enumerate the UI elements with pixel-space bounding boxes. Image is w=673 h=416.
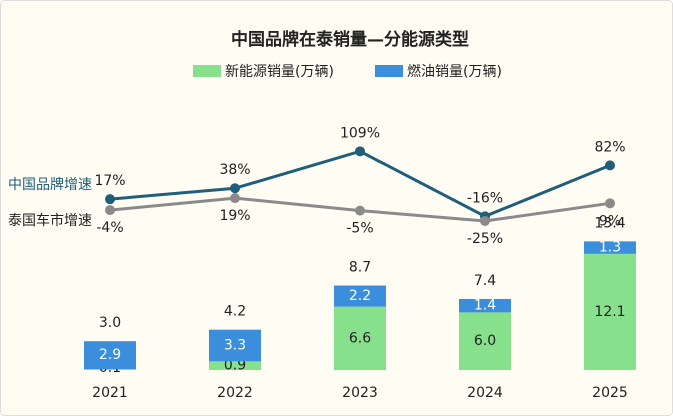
bar-value-label: 6.0: [474, 333, 496, 349]
line-value-label: 17%: [94, 173, 125, 189]
bar-segment: [584, 253, 636, 370]
legend-label: 新能源销量(万辆): [225, 64, 334, 80]
total-label: 4.2: [224, 304, 246, 320]
line-value-label: -16%: [467, 190, 503, 206]
total-label: 13.4: [594, 215, 625, 231]
line-point: [605, 160, 615, 171]
line-point: [105, 194, 115, 205]
x-tick-label: 2023: [342, 385, 378, 401]
bar-value-label: 12.1: [594, 304, 625, 320]
legend-label: 燃油销量(万辆): [407, 63, 502, 80]
line-name-label: 中国品牌增速: [8, 176, 92, 193]
line-point: [230, 183, 240, 194]
bar-value-label: 2.9: [99, 347, 121, 363]
line-value-label: 19%: [219, 208, 250, 224]
line-value-label: -25%: [467, 231, 503, 247]
bar-value-label: 0.9: [224, 358, 246, 374]
x-tick-label: 2021: [92, 385, 128, 401]
bar-value-label: 6.6: [349, 330, 371, 346]
line-point: [355, 146, 365, 157]
bar-segment: [209, 361, 261, 370]
line-value-label: 82%: [594, 139, 625, 155]
line-point: [105, 205, 115, 216]
bar-value-label: 2.2: [349, 288, 371, 304]
legend-swatch: [193, 65, 221, 77]
line-name-label: 泰国车市增速: [8, 212, 92, 229]
line-value-label: 9%: [599, 213, 621, 229]
bar-segment: [334, 306, 386, 370]
chart-title: 中国品牌在泰销量—分能源类型: [231, 29, 469, 50]
x-tick-label: 2022: [217, 385, 253, 401]
line-point: [605, 198, 615, 209]
bar-value-label: 1.3: [599, 240, 621, 256]
bar-segment: [84, 341, 136, 370]
legend-swatch: [375, 65, 403, 77]
bar-segment: [209, 329, 261, 362]
line-value-label: -4%: [96, 220, 123, 236]
bar-value-label: 1.4: [474, 298, 496, 314]
line-value-label: -5%: [346, 221, 373, 237]
bar-segment: [84, 369, 136, 370]
line-point: [480, 216, 490, 226]
line-point: [230, 193, 240, 204]
line-value-label: 109%: [340, 125, 380, 141]
bar-value-label: 3.3: [224, 338, 246, 354]
total-label: 3.0: [99, 315, 121, 331]
line-point: [355, 205, 365, 216]
total-label: 7.4: [474, 273, 496, 289]
bar-segment: [459, 312, 511, 370]
x-tick-label: 2025: [592, 385, 628, 401]
bar-segment: [334, 285, 386, 307]
bar-segment: [459, 298, 511, 313]
line-value-label: 38%: [219, 162, 250, 178]
bar-segment: [584, 241, 636, 254]
total-label: 8.7: [349, 260, 371, 276]
x-tick-label: 2024: [467, 385, 503, 401]
